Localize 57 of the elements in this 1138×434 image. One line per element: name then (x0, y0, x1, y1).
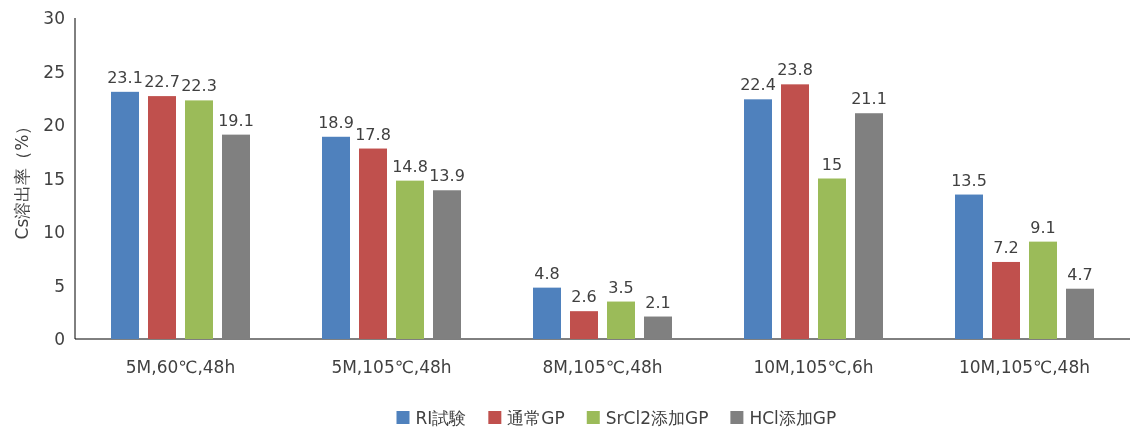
bar (955, 194, 983, 339)
bar (533, 287, 561, 339)
data-label: 14.8 (392, 156, 428, 176)
legend-label: RI試験 (415, 408, 467, 428)
data-label: 19.1 (218, 110, 254, 130)
y-tick-label: 30 (43, 8, 65, 28)
bar (1066, 288, 1094, 339)
bar (570, 311, 598, 339)
bar (185, 100, 213, 339)
data-label: 13.5 (951, 170, 987, 190)
y-tick-label: 0 (54, 329, 65, 349)
data-label: 23.8 (777, 60, 813, 80)
bar (855, 113, 883, 339)
legend-label: 通常GP (507, 408, 565, 428)
bar (818, 178, 846, 339)
x-tick-label: 5M,60℃,48h (125, 357, 236, 377)
y-tick-label: 25 (43, 61, 65, 82)
data-label: 2.1 (645, 292, 671, 312)
y-tick-label: 10 (43, 222, 65, 242)
data-label: 21.1 (851, 89, 887, 109)
x-tick-label: 8M,105℃,48h (542, 357, 663, 377)
x-tick-label: 10M,105℃,6h (753, 357, 874, 377)
bar (433, 190, 461, 339)
bar (744, 99, 772, 339)
data-label: 2.6 (571, 287, 597, 307)
y-axis-title: Cs溶出率（%） (12, 117, 32, 240)
bar (396, 180, 424, 339)
bar (148, 96, 176, 339)
data-label: 13.9 (429, 166, 465, 186)
data-label: 22.7 (144, 72, 180, 92)
data-label: 18.9 (318, 112, 354, 132)
bar (322, 136, 350, 339)
y-tick-label: 15 (43, 168, 65, 189)
data-label: 23.1 (107, 67, 143, 87)
bar (1029, 241, 1057, 339)
data-label: 17.8 (355, 124, 391, 144)
x-tick-label: 10M,105℃,48h (958, 357, 1091, 377)
bar (359, 148, 387, 339)
x-tick-label: 5M,105℃,48h (331, 357, 452, 377)
data-label: 7.2 (993, 237, 1019, 257)
data-label: 22.4 (740, 75, 776, 95)
data-label: 4.8 (534, 263, 560, 283)
bar (222, 134, 250, 339)
y-tick-label: 5 (54, 275, 65, 296)
bar (607, 301, 635, 339)
data-label: 15 (821, 154, 843, 174)
bar (781, 84, 809, 339)
data-label: 4.7 (1067, 264, 1093, 284)
data-label: 3.5 (608, 277, 634, 297)
bar (111, 91, 139, 339)
y-tick-label: 20 (43, 115, 65, 135)
data-label: 22.3 (181, 76, 217, 96)
bar (992, 261, 1020, 339)
legend-label: SrCl2添加GP (605, 408, 709, 428)
data-label: 9.1 (1030, 217, 1056, 237)
bar (644, 316, 672, 339)
legend-label: HCl添加GP (749, 408, 837, 428)
